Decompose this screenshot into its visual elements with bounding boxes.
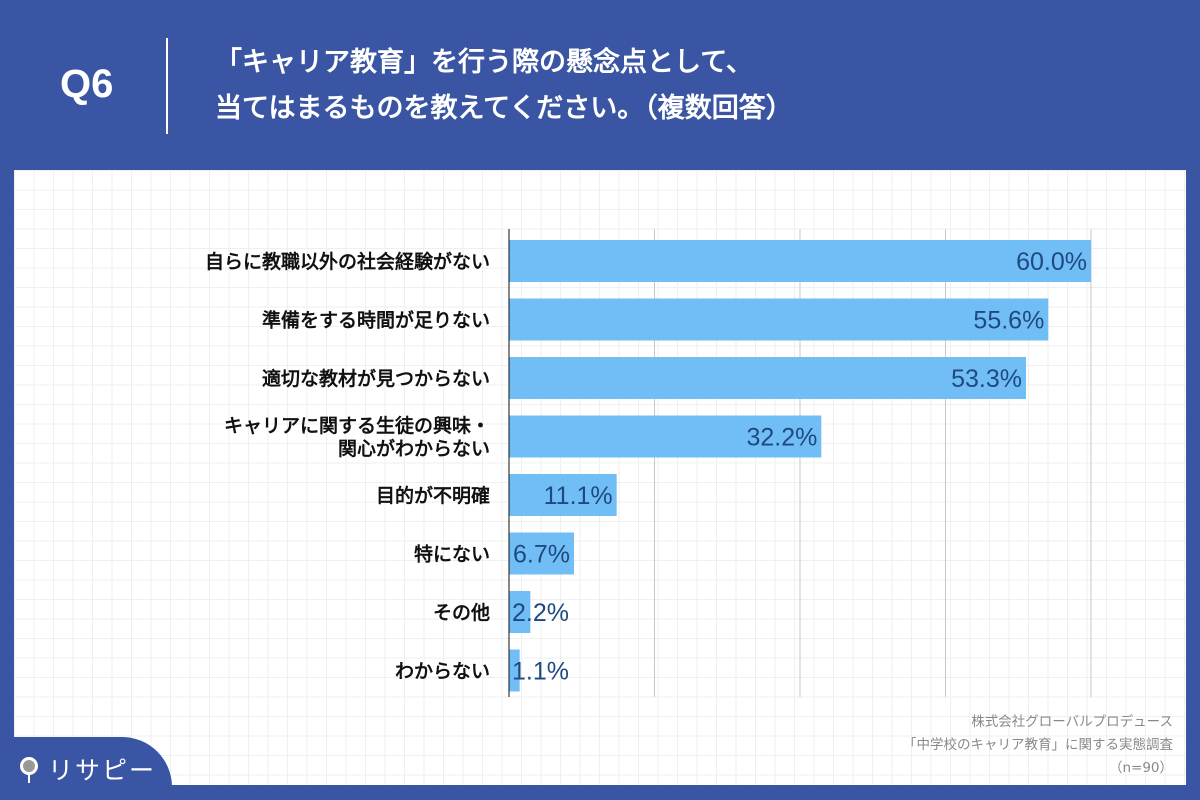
category-label: 適切な教材が見つからない [262, 367, 490, 390]
sample-size: （n=90） [1108, 760, 1173, 776]
pin-icon [20, 757, 38, 775]
data-label: 53.3% [951, 365, 1022, 393]
category-label: 目的が不明確 [376, 484, 490, 507]
data-label: 11.1% [544, 482, 613, 510]
bar [509, 240, 1091, 282]
category-label: わからない [395, 661, 490, 683]
category-label: その他 [433, 601, 490, 624]
bar [509, 357, 1027, 399]
page-title: 「キャリア教育」を行う際の懸念点として、 当てはまるものを教えてください。（複数… [215, 40, 793, 132]
data-label: 2.2% [512, 599, 569, 627]
data-label: 55.6% [973, 307, 1044, 335]
chart-panel: 60.0% 自らに教職以外の社会経験がない 55.6% 準備をする時間が足りない 53.… [14, 170, 1186, 785]
logo-text: リサピー [48, 756, 157, 785]
bar [509, 532, 574, 575]
bar [509, 591, 531, 633]
pin-stem [28, 774, 30, 783]
data-label: 1.1% [512, 658, 569, 686]
bar-chart: 60.0% 自らに教職以外の社会経験がない 55.6% 準備をする時間が足りない 53.… [205, 229, 1092, 697]
question-number: Q6 [60, 62, 114, 106]
bar [509, 415, 822, 458]
category-label: 自らに教職以外の社会経験がない [205, 250, 490, 273]
bar [509, 649, 520, 692]
data-label: 32.2% [746, 424, 817, 452]
title-line-1: 「キャリア教育」を行う際の懸念点として、 [215, 47, 753, 78]
bar [509, 298, 1049, 341]
source-survey: 「中学校のキャリア教育」に関する実態調査 [903, 737, 1173, 753]
logo: リサピー [0, 737, 172, 800]
source-note: 株式会社グローバルプロデュース 「中学校のキャリア教育」に関する実態調査 （n=… [903, 711, 1173, 780]
category-label: 関心がわからない [338, 437, 490, 460]
category-label: 特にない [414, 544, 490, 566]
data-label: 6.7% [513, 541, 570, 569]
category-label: キャリアに関する生徒の興味・ [224, 414, 490, 437]
title-line-2: 当てはまるものを教えてください。（複数回答） [215, 93, 793, 124]
source-company: 株式会社グローバルプロデュース [971, 714, 1173, 730]
data-label: 60.0% [1016, 248, 1087, 276]
bar [509, 474, 617, 516]
category-label: 準備をする時間が足りない [262, 309, 490, 332]
divider [166, 38, 168, 134]
